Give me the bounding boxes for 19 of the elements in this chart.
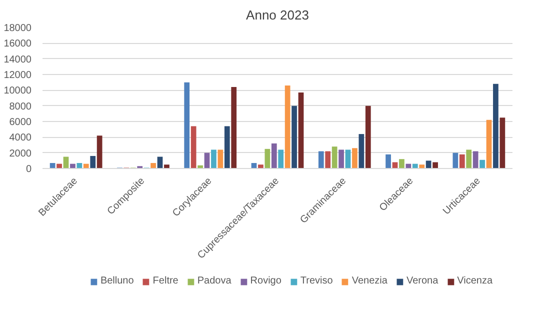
legend-label: Belluno [100, 276, 134, 286]
y-tick-label: 18000 [4, 23, 32, 34]
y-tick-label: 0 [26, 164, 32, 175]
y-tick-label: 12000 [4, 70, 32, 81]
legend-label: Venezia [352, 276, 388, 286]
legend-label: Feltre [152, 276, 178, 286]
y-tick-label: 16000 [4, 38, 32, 50]
legend-label: Vicenza [457, 276, 493, 286]
legend-label: Verona [406, 276, 438, 286]
legend-label: Padova [197, 276, 232, 286]
legend-label: Rovigo [250, 276, 282, 286]
y-tick-label: 4000 [9, 132, 32, 144]
y-tick-label: 6000 [9, 117, 32, 128]
chart-title: Anno 2023 [246, 8, 309, 22]
y-tick-label: 14000 [4, 54, 32, 66]
y-tick-label: 2000 [9, 148, 32, 160]
y-tick-label: 10000 [4, 86, 32, 97]
y-tick-label: 8000 [9, 101, 32, 112]
legend-label: Treviso [300, 276, 333, 286]
